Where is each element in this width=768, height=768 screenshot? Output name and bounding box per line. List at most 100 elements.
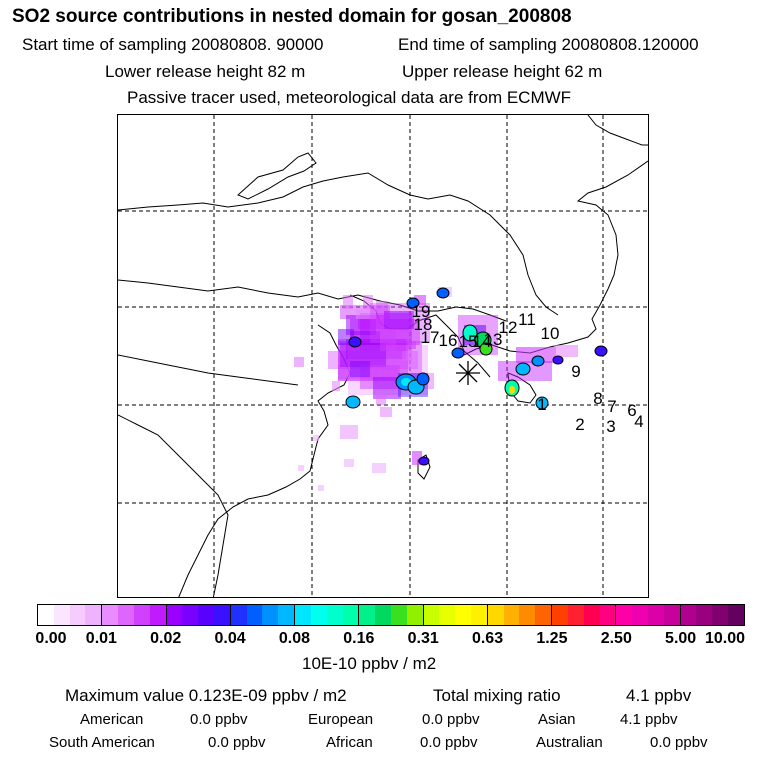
colorbar-tick-label: 0.00 [35, 630, 67, 647]
colorbar-swatch [696, 605, 713, 625]
region-south-american-value: 0.0 ppbv [208, 734, 266, 751]
colorbar-swatch [648, 605, 664, 625]
source-label-3: 3 [606, 417, 616, 436]
total-mixing-ratio-value: 4.1 ppbv [626, 686, 692, 705]
colorbar-swatch [149, 605, 166, 625]
source-label-14: 14 [472, 332, 492, 351]
source-label-17: 17 [420, 328, 440, 347]
colorbar-segment [487, 605, 553, 625]
region-australian-name: Australian [536, 734, 603, 751]
colorbar-swatch [632, 605, 649, 625]
colorbar-swatch [85, 605, 102, 625]
region-australian-value: 0.0 ppbv [650, 734, 708, 751]
colorbar-swatch [310, 605, 327, 625]
source-label-12: 12 [498, 318, 518, 337]
colorbar-tick-label: 0.04 [214, 630, 246, 647]
colorbar-swatch [455, 605, 472, 625]
map-title: SO2 source contributions in nested domai… [12, 6, 572, 27]
colorbar-swatch [213, 605, 230, 625]
total-mixing-ratio-label: Total mixing ratio [433, 686, 561, 705]
source-label-19: 19 [411, 302, 431, 321]
colorbar-segment [102, 605, 167, 625]
colorbar-tick-label: 0.02 [150, 630, 182, 647]
region-european-value: 0.0 ppbv [422, 711, 480, 728]
colorbar-swatch [519, 605, 536, 625]
colorbar-swatch [182, 605, 199, 625]
colorbar-swatch [230, 605, 247, 625]
colorbar-tick-label: 1.25 [536, 630, 568, 647]
colorbar-swatch [246, 605, 263, 625]
colorbar-swatch [262, 605, 279, 625]
region-asian-value: 4.1 ppbv [620, 711, 678, 728]
region-american-value: 0.0 ppbv [190, 711, 248, 728]
colorbar-segment [166, 605, 231, 625]
region-african-value: 0.0 ppbv [420, 734, 478, 751]
colorbar-segment [552, 605, 617, 625]
source-label-18: 18 [413, 315, 433, 334]
colorbar-segment [295, 605, 360, 625]
end-time: End time of sampling 20080808.120000 [398, 35, 699, 54]
colorbar-swatch [198, 605, 214, 625]
tracer-note: Passive tracer used, meteorological data… [127, 88, 572, 107]
colorbar-swatch [728, 605, 744, 625]
colorbar-swatch [680, 605, 697, 625]
colorbar-swatch [487, 605, 504, 625]
source-label-13: 13 [483, 330, 503, 349]
colorbar-tick-label: 0.08 [278, 630, 311, 647]
colorbar-tick-label: 0.63 [471, 630, 504, 647]
source-label-15: 15 [458, 332, 478, 351]
colorbar-swatch [471, 605, 487, 625]
colorbar [37, 604, 745, 626]
source-label-1: 1 [537, 395, 547, 414]
colorbar-swatch [406, 605, 423, 625]
colorbar-swatch [616, 605, 633, 625]
colorbar-swatch [712, 605, 729, 625]
region-south-american-name: South American [49, 734, 155, 751]
receptor-marker-gosan [456, 361, 480, 385]
concentration-field [294, 287, 608, 491]
colorbar-segment [230, 605, 296, 625]
colorbar-segment [38, 605, 103, 625]
colorbar-swatch [342, 605, 359, 625]
colorbar-swatch [599, 605, 616, 625]
colorbar-tick-label: 0.16 [343, 630, 375, 647]
colorbar-swatch [359, 605, 376, 625]
colorbar-swatch [535, 605, 552, 625]
colorbar-swatch [663, 605, 680, 625]
map-canvas [118, 115, 648, 597]
colorbar-swatch [133, 605, 150, 625]
region-african-name: African [326, 734, 373, 751]
coastlines [118, 115, 648, 597]
source-label-10: 10 [540, 324, 560, 343]
source-label-9: 9 [571, 362, 581, 381]
colorbar-swatch [583, 605, 600, 625]
colorbar-swatch [69, 605, 86, 625]
region-american-name: American [80, 711, 144, 728]
colorbar-swatch [295, 605, 311, 625]
colorbar-tick-label: 5.00 [665, 630, 697, 647]
colorbar-swatch [166, 605, 183, 625]
colorbar-tick-label: 2.50 [600, 630, 632, 647]
colorbar-swatch [439, 605, 456, 625]
colorbar-swatch [53, 605, 70, 625]
start-time: Start time of sampling 20080808. 90000 [22, 35, 324, 54]
colorbar-segment [423, 605, 488, 625]
upper-release-height: Upper release height 62 m [402, 62, 603, 81]
colorbar-tick-label: 10.00 [704, 630, 746, 647]
source-label-8: 8 [593, 389, 603, 408]
source-label-2: 2 [575, 415, 585, 434]
colorbar-swatch [375, 605, 391, 625]
colorbar-swatch [102, 605, 119, 625]
colorbar-segment [680, 605, 744, 625]
colorbar-segment [359, 605, 424, 625]
colorbar-tick-label: 0.31 [407, 630, 439, 647]
colorbar-swatch [567, 605, 584, 625]
source-label-16: 16 [438, 331, 458, 350]
colorbar-segment [616, 605, 681, 625]
source-label-11: 11 [518, 310, 536, 329]
colorbar-swatch [278, 605, 295, 625]
colorbar-swatch [390, 605, 407, 625]
source-label-6: 6 [627, 401, 637, 420]
colorbar-unit: 10E-10 ppbv / m2 [302, 654, 437, 673]
source-label-7: 7 [607, 397, 617, 416]
